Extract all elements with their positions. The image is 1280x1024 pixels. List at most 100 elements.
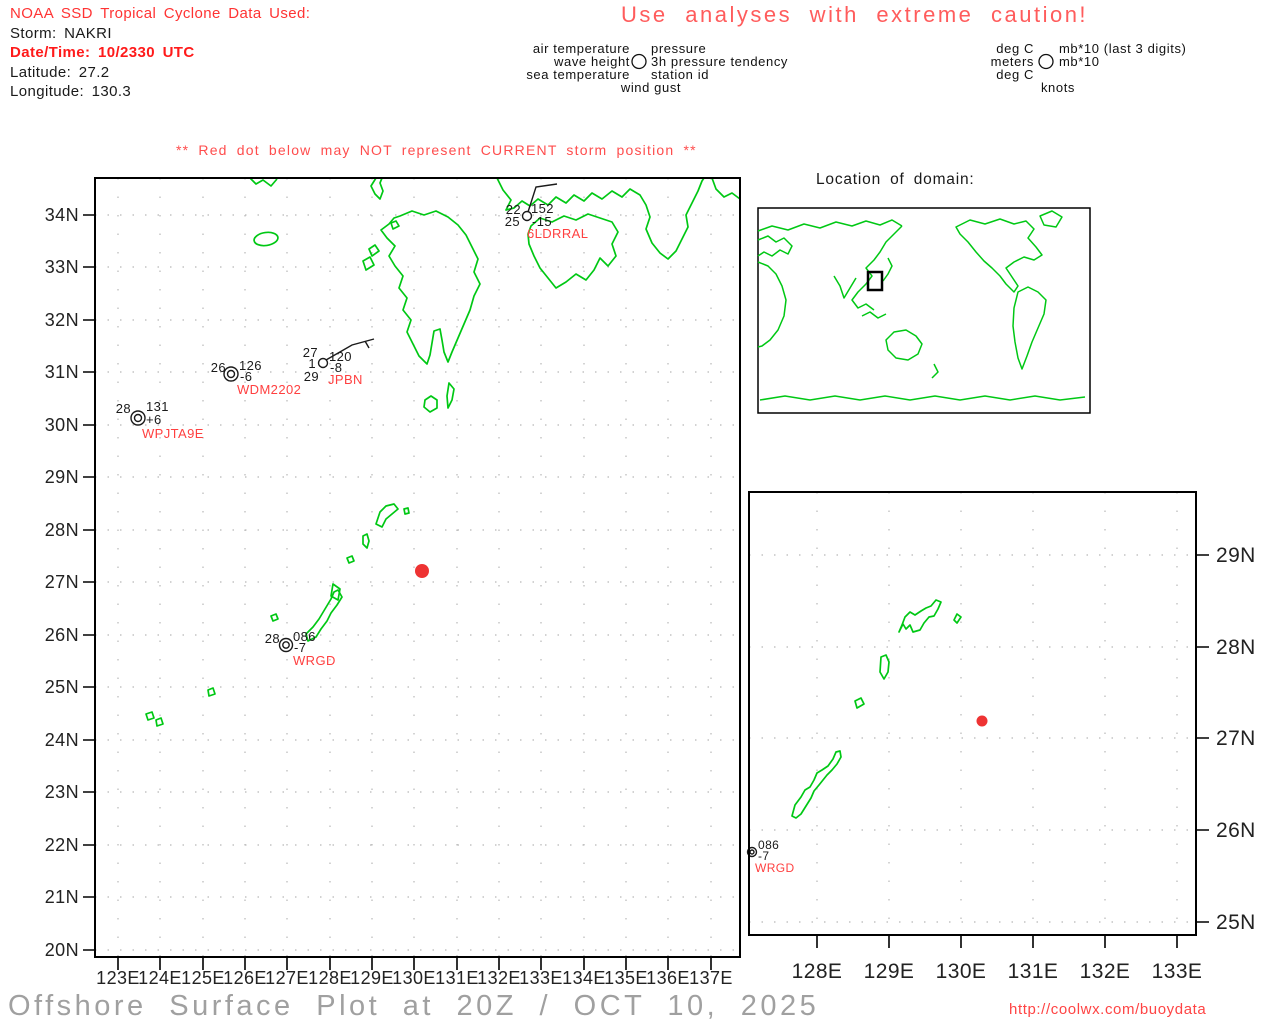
lon-tick-label: 137E [689,968,733,988]
pressure-value: 120 [329,349,352,364]
lon-tick-label: 125E [181,968,225,988]
station-id-label: WRGD [755,861,795,875]
wave-height-value: 1 [308,356,316,371]
domain-inset-label: Location of domain: [816,171,975,188]
lat-tick-label: 27N [45,572,79,592]
sea-temp-value: 29 [304,369,319,384]
world-coast-japan [882,257,893,282]
island-okinoerabu [346,555,355,564]
tendency-value: -8 [330,360,342,375]
inset-map-meridians [816,492,1178,935]
lon-tick-label: 124E [138,968,182,988]
station-model-legend: air temperature wave height sea temperat… [526,41,788,95]
lat-tick-label: 25N [1216,911,1256,934]
world-coast-india [833,275,857,299]
tendency-value: +6 [146,412,162,427]
longitude-line: Longitude: 130.3 [10,83,132,100]
lat-tick-label: 27N [1216,727,1256,750]
latitude-line: Latitude: 27.2 [10,63,110,81]
island-goto-1 [368,244,380,257]
air-temp-value: 28 [116,401,131,416]
station-id-label: 6LDRRAL [527,226,588,241]
storm-position-dot [415,564,429,578]
station-6ldrral: 22 152 25 -15 6LDRRAL [505,183,588,241]
lon-tick-label: 131E [435,968,479,988]
coast-shikoku [527,213,619,289]
world-locator-map [757,207,1091,414]
legend-pressure-tendency: 3h pressure tendency [651,54,788,69]
data-source-line: NOAA SSD Tropical Cyclone Data Used: [10,5,311,22]
main-map-parallels [95,214,740,951]
air-temp-value: 22 [506,202,521,217]
coast-kyushu [380,210,481,365]
station-id-label: WDM2202 [237,382,301,397]
world-coast-asia-east [851,225,903,311]
lon-tick-label: 135E [604,968,648,988]
lon-tick-label: 127E [265,968,309,988]
coast-honshu-east [711,177,741,200]
island-sakishima-2 [155,717,164,727]
coast-korea-tip [249,177,278,187]
island-tsushima [370,177,384,200]
lat-tick-label: 28N [45,520,79,540]
station-inner-circle-icon [282,641,290,649]
lon-tick-label: 136E [646,968,690,988]
tendency-value: -15 [532,214,552,229]
lat-tick-label: 31N [45,362,79,382]
island-amami-oshima [375,503,399,528]
legend-sea-temp-unit: deg C [996,67,1034,82]
legend-pressure: pressure [651,41,706,56]
storm-name-line: Storm: NAKRI [10,24,112,42]
air-temp-value: 28 [265,631,280,646]
lat-tick-label: 21N [45,887,79,907]
plot-title: Offshore Surface Plot at 20Z / OCT 10, 2… [8,990,820,1022]
lon-tick-label: 129E [864,960,915,983]
pressure-value: 131 [146,399,169,414]
station-inner-circle-icon [226,369,236,379]
island-tokunoshima [330,583,341,601]
island-jeju [253,231,279,247]
station-wrgd: 28 086 -7 WRGD [265,629,336,668]
buoydata-url-link[interactable]: http://coolwx.com/buoydata [1009,1001,1207,1018]
inset-island-okinawa [791,750,842,819]
station-wpjta9e: 28 131 +6 WPJTA9E [116,399,204,441]
station-id-label: JPBN [328,372,363,387]
lon-tick-label: 128E [308,968,352,988]
station-inner-circle-icon [749,849,755,855]
lon-tick-label: 123E [96,968,140,988]
world-coast-greenland [1039,210,1063,228]
main-map-lon-axis: 123E 124E 125E 126E 127E 128E 129E 130E … [96,968,733,988]
wind-barb-icon [325,338,375,361]
inset-storm-position-dot [976,715,988,727]
lat-tick-label: 29N [45,467,79,487]
legend-sea-temperature: sea temperature [526,67,630,82]
legend-station-id: station id [651,67,709,82]
island-amami-ne [403,507,410,515]
world-coast-australia [885,329,923,361]
main-map-border [94,177,741,958]
main-map-bottom-ticks [117,957,712,970]
lon-tick-label: 128E [792,960,843,983]
inset-zoom-map: 086 -7 WRGD 29N 28N 27N 26N 25N 128E 129… [746,491,1256,983]
island-sakishima-1 [145,711,155,721]
header-block: NOAA SSD Tropical Cyclone Data Used: Sto… [10,4,310,102]
world-coast-europe [757,235,793,257]
lat-tick-label: 23N [45,782,79,802]
inset-map-lon-axis: 128E 129E 130E 131E 132E 133E [792,960,1202,983]
lat-tick-label: 26N [1216,819,1256,842]
lon-tick-label: 132E [477,968,521,988]
domain-highlight-rectangle [866,270,884,292]
legend-wind-gust: wind gust [620,80,681,95]
lon-tick-label: 131E [1008,960,1059,983]
legend-air-temp-unit: deg C [996,41,1034,56]
inset-island-kikai [879,654,890,680]
world-coast-new-zealand [931,363,939,379]
lat-tick-label: 33N [45,257,79,277]
air-temp-value: 27 [303,345,318,360]
legend-wave-height-unit: meters [991,54,1034,69]
lon-tick-label: 129E [350,968,394,988]
world-coast-africa [757,261,787,348]
inset-station-wrgd: 086 -7 WRGD [746,838,795,875]
lat-tick-label: 30N [45,415,79,435]
